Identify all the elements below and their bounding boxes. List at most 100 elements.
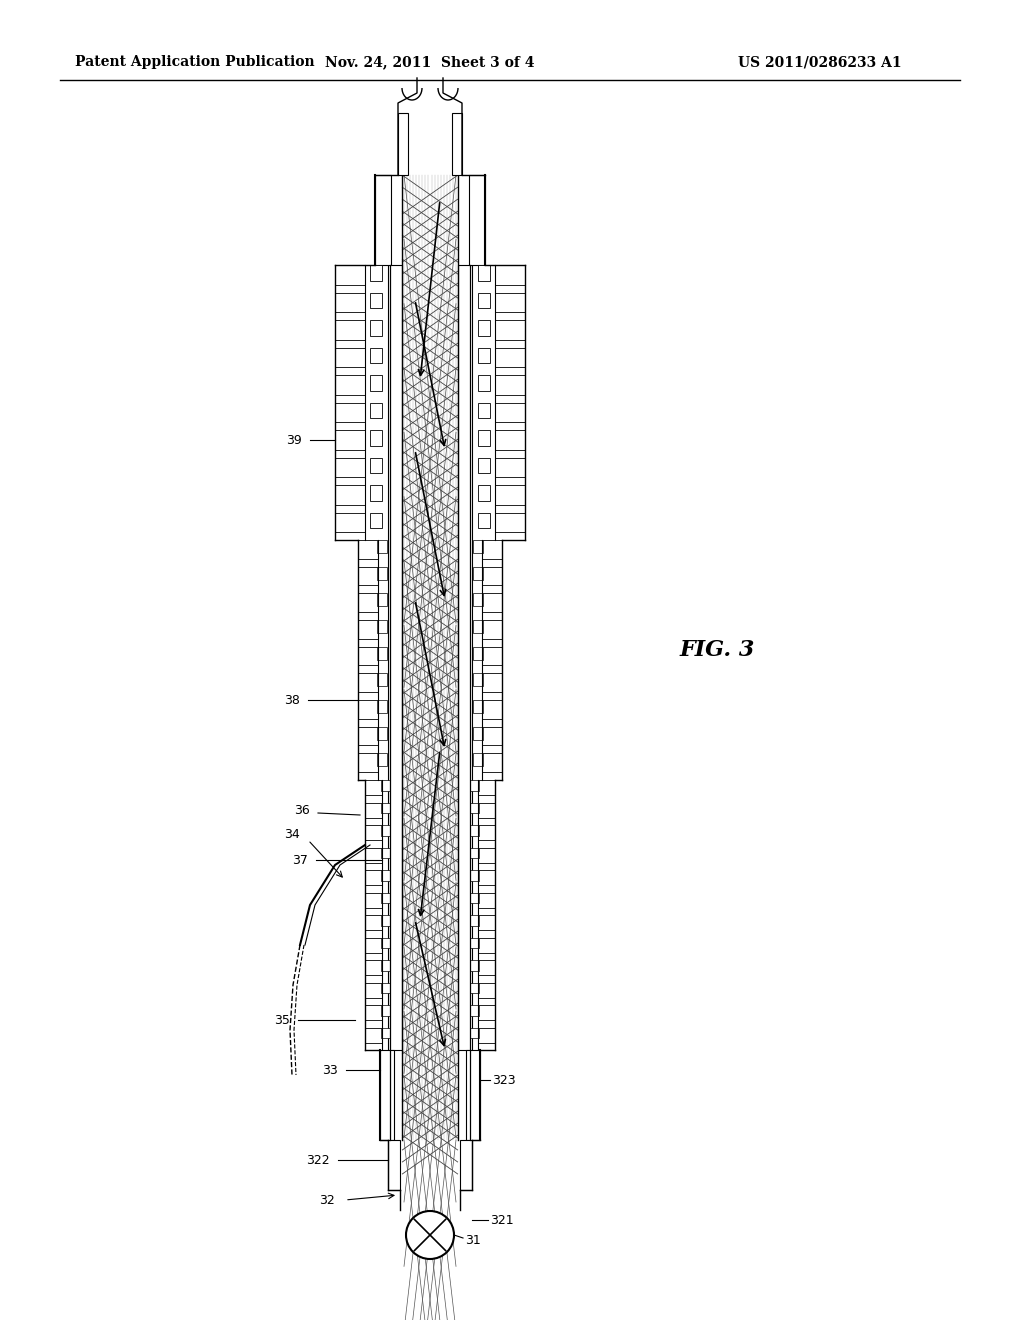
Bar — [458, 265, 472, 1049]
Bar — [381, 982, 390, 993]
Bar — [470, 982, 479, 993]
Bar — [470, 847, 479, 858]
Bar — [495, 484, 525, 504]
Bar — [335, 293, 365, 313]
Bar — [370, 293, 382, 309]
Bar — [377, 700, 387, 713]
Bar — [478, 825, 495, 841]
Bar — [478, 937, 495, 953]
Bar — [358, 754, 378, 772]
Bar — [495, 430, 525, 450]
Bar — [470, 825, 479, 836]
Bar — [370, 430, 382, 446]
Bar — [473, 700, 483, 713]
Bar — [478, 803, 495, 818]
Bar — [370, 319, 382, 335]
Bar — [473, 754, 483, 767]
Bar — [482, 566, 502, 585]
Bar — [335, 512, 365, 532]
Bar — [381, 982, 390, 993]
Bar — [478, 780, 495, 795]
Bar — [495, 512, 525, 532]
Bar — [365, 847, 382, 863]
Bar — [388, 265, 402, 1049]
Bar — [377, 754, 387, 767]
Bar — [470, 847, 479, 858]
Bar — [380, 1049, 394, 1140]
Text: FIG. 3: FIG. 3 — [680, 639, 756, 661]
Bar — [381, 915, 390, 925]
Bar — [358, 540, 378, 558]
Bar — [470, 915, 479, 925]
Bar — [365, 915, 382, 931]
Bar — [478, 430, 490, 446]
Bar — [495, 347, 525, 367]
Bar — [365, 825, 382, 841]
Bar — [377, 727, 387, 739]
Bar — [478, 892, 495, 908]
Bar — [473, 673, 483, 686]
Bar — [370, 512, 382, 528]
Bar — [365, 915, 382, 931]
Bar — [478, 982, 495, 998]
Bar — [365, 847, 382, 863]
Bar — [473, 566, 483, 579]
Bar — [495, 319, 525, 339]
Bar — [495, 347, 525, 367]
Bar — [478, 870, 495, 886]
Bar — [470, 892, 479, 903]
Bar — [365, 780, 382, 795]
Bar — [495, 458, 525, 478]
Bar — [388, 1140, 400, 1191]
Bar — [495, 375, 525, 395]
Bar — [482, 566, 502, 585]
Bar — [381, 825, 390, 836]
Bar — [478, 430, 490, 446]
Bar — [377, 620, 387, 634]
Bar — [377, 700, 387, 713]
Bar — [478, 892, 495, 908]
Bar — [482, 673, 502, 692]
Bar — [370, 403, 382, 418]
Bar — [370, 319, 382, 335]
Bar — [377, 647, 387, 660]
Bar — [365, 870, 382, 886]
Bar — [482, 647, 502, 665]
Bar — [381, 1027, 390, 1039]
Bar — [470, 780, 479, 791]
Text: 38: 38 — [284, 693, 300, 706]
Bar — [377, 566, 387, 579]
Bar — [460, 1140, 472, 1191]
Bar — [495, 265, 525, 285]
Bar — [370, 403, 382, 418]
Bar — [482, 593, 502, 612]
Bar — [473, 620, 483, 634]
Bar — [470, 892, 479, 903]
Bar — [478, 960, 495, 975]
Bar — [381, 870, 390, 880]
Bar — [335, 319, 365, 339]
Bar — [473, 727, 483, 739]
Bar — [358, 540, 378, 558]
Bar — [365, 1027, 382, 1043]
Bar — [365, 825, 382, 841]
Text: 322: 322 — [306, 1154, 330, 1167]
Bar — [377, 673, 387, 686]
Bar — [469, 176, 485, 265]
Bar — [478, 803, 495, 818]
Bar — [478, 780, 495, 795]
Bar — [478, 870, 495, 886]
Bar — [365, 937, 382, 953]
Bar — [335, 375, 365, 395]
Bar — [365, 937, 382, 953]
Bar — [478, 265, 490, 281]
Bar — [495, 375, 525, 395]
Text: 33: 33 — [323, 1064, 338, 1077]
Bar — [495, 265, 525, 285]
Bar — [470, 937, 479, 948]
Bar — [402, 176, 458, 1140]
Text: 34: 34 — [285, 829, 300, 842]
Bar — [473, 540, 483, 553]
Bar — [495, 293, 525, 313]
Bar — [358, 566, 378, 585]
